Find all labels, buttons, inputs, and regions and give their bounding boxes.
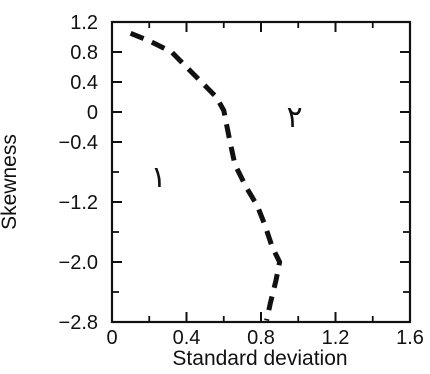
x-tick-label: 0.8	[247, 327, 275, 349]
y-tick-label: 0.4	[70, 72, 98, 94]
y-tick-label: 0.8	[70, 42, 98, 64]
region-label: ١	[151, 160, 167, 195]
y-tick-label: −2.0	[59, 252, 98, 274]
y-tick-label: −2.8	[59, 312, 98, 334]
x-tick-label: 0.4	[173, 327, 201, 349]
annotations: ١٢	[151, 100, 303, 195]
x-tick-label: 0	[106, 327, 117, 349]
x-axis-title: Standard deviation	[172, 347, 347, 370]
y-tick-label: −1.2	[59, 192, 98, 214]
series-layer	[129, 30, 283, 322]
region-label: ٢	[286, 100, 302, 135]
y-tick-label: −0.4	[59, 132, 98, 154]
series-line	[129, 30, 283, 322]
y-tick-label: 0	[87, 102, 98, 124]
x-tick-label: 1.2	[322, 327, 350, 349]
x-tick-label: 1.6	[396, 327, 424, 349]
y-axis-title: Skewness	[0, 134, 21, 230]
y-tick-label: 1.2	[70, 12, 98, 34]
ticks: 0 0.4 0.8 1.2 1.6 1.2 0.8 0.4 0 −0.4 −1.2 −2.0 −2.8	[59, 12, 424, 349]
